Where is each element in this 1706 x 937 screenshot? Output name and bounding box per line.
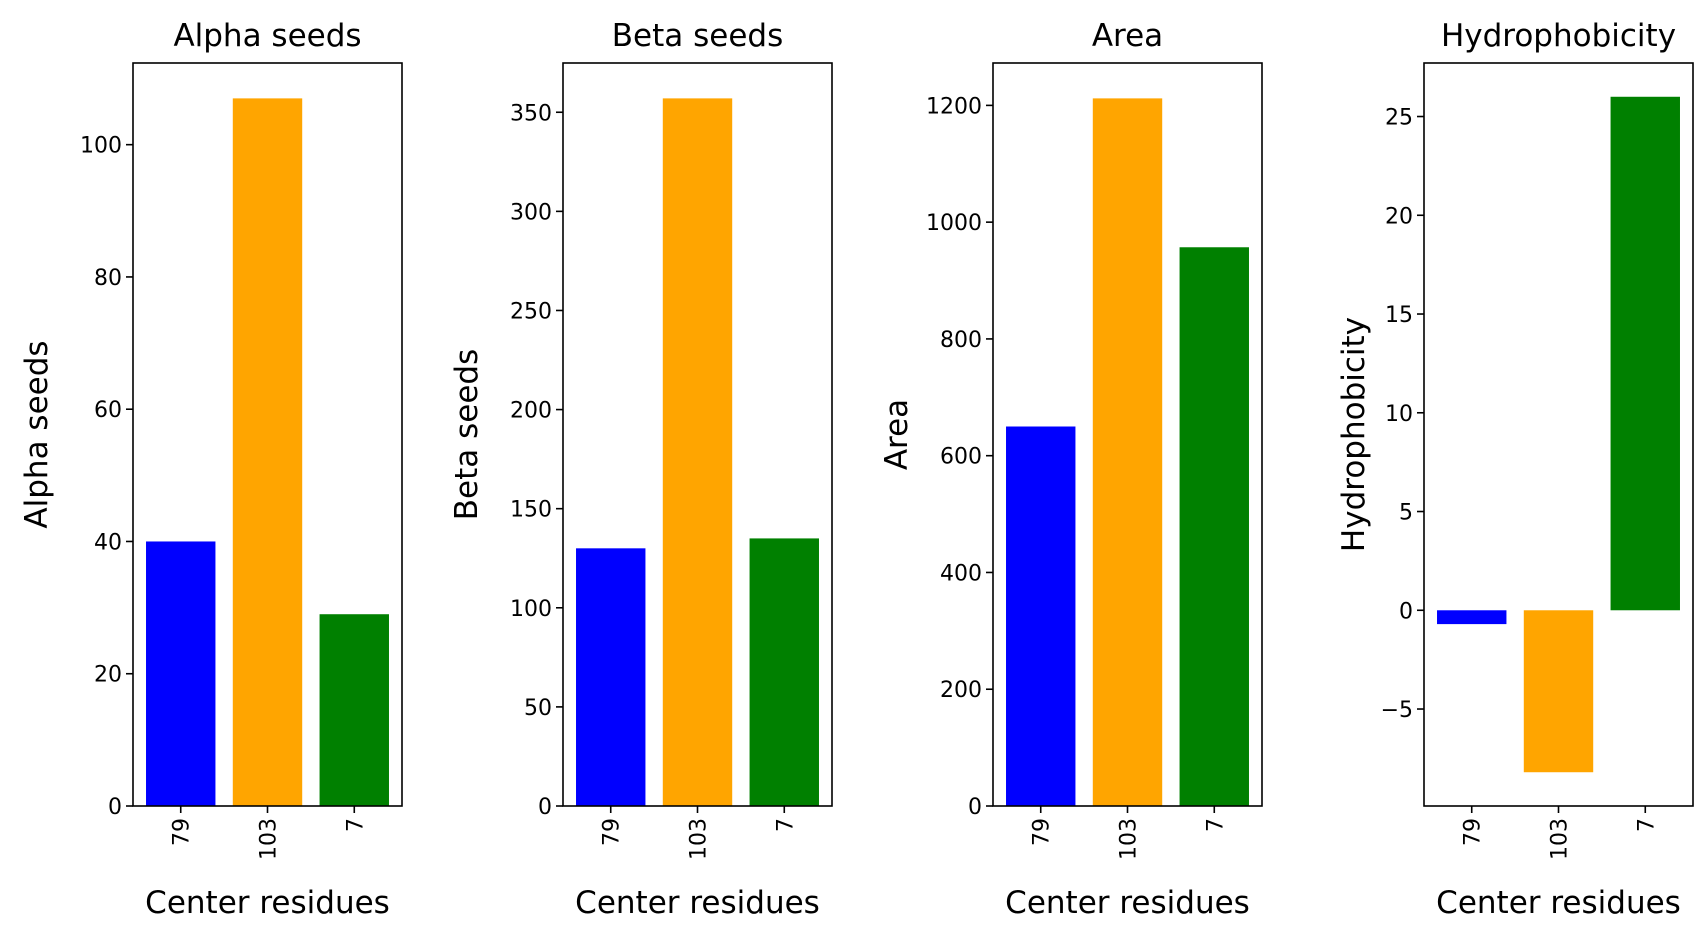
x-tick-label: 79 bbox=[170, 818, 195, 846]
bar-79 bbox=[576, 548, 646, 806]
bar-103 bbox=[1523, 610, 1594, 773]
y-tick-label: 1000 bbox=[926, 211, 982, 236]
y-tick-label: 15 bbox=[1385, 303, 1413, 328]
y-tick-label: 200 bbox=[510, 399, 552, 424]
y-tick-label: 0 bbox=[1399, 599, 1413, 624]
x-tick-label: 7 bbox=[1203, 818, 1228, 832]
bar-103 bbox=[1092, 98, 1163, 806]
bar-7 bbox=[1179, 247, 1249, 806]
y-tick-label: 600 bbox=[940, 445, 982, 470]
y-tick-label: 5 bbox=[1399, 501, 1413, 526]
bar-79 bbox=[1437, 610, 1507, 625]
y-tick-label: 0 bbox=[968, 795, 982, 820]
y-tick-label: 0 bbox=[108, 795, 122, 820]
y-axis-label: Area bbox=[879, 399, 915, 470]
y-tick-label: 400 bbox=[940, 561, 982, 586]
chart-title: Area bbox=[1092, 18, 1163, 54]
x-tick-label: 79 bbox=[1030, 818, 1055, 846]
x-tick-label: 79 bbox=[1461, 818, 1486, 846]
y-tick-label: 250 bbox=[510, 299, 552, 324]
chart-title: Beta seeds bbox=[612, 18, 783, 54]
bar-7 bbox=[749, 538, 819, 806]
y-tick-label: 1200 bbox=[926, 94, 982, 119]
x-tick-label: 7 bbox=[773, 818, 798, 832]
y-tick-label: 0 bbox=[538, 795, 552, 820]
x-axis-label: Center residues bbox=[145, 885, 390, 921]
y-tick-label: 350 bbox=[510, 101, 552, 126]
x-tick-label: 103 bbox=[687, 818, 712, 860]
y-tick-label: 300 bbox=[510, 200, 552, 225]
x-tick-label: 7 bbox=[343, 818, 368, 832]
bar-7 bbox=[319, 614, 389, 806]
chart-title: Hydrophobicity bbox=[1441, 18, 1676, 54]
bar-103 bbox=[232, 98, 303, 806]
x-axis-label: Center residues bbox=[1436, 885, 1681, 921]
y-tick-label: 40 bbox=[94, 530, 122, 555]
y-tick-label: 100 bbox=[80, 134, 122, 159]
y-tick-label: 10 bbox=[1385, 402, 1413, 427]
x-tick-label: 79 bbox=[600, 818, 625, 846]
y-tick-label: 20 bbox=[1385, 204, 1413, 229]
x-tick-label: 103 bbox=[257, 818, 282, 860]
y-tick-label: 50 bbox=[524, 696, 552, 721]
y-tick-label: 20 bbox=[94, 663, 122, 688]
bar-7 bbox=[1610, 96, 1680, 611]
y-tick-label: 800 bbox=[940, 328, 982, 353]
y-tick-label: 80 bbox=[94, 266, 122, 291]
y-axis-label: Alpha seeds bbox=[19, 340, 55, 528]
x-tick-label: 7 bbox=[1634, 818, 1659, 832]
bar-79 bbox=[1006, 426, 1076, 806]
y-tick-label: 60 bbox=[94, 398, 122, 423]
y-tick-label: 200 bbox=[940, 678, 982, 703]
x-tick-label: 103 bbox=[1548, 818, 1573, 860]
y-axis-label: Beta seeds bbox=[449, 349, 485, 520]
y-tick-label: 25 bbox=[1385, 106, 1413, 131]
chart-title: Alpha seeds bbox=[173, 18, 361, 54]
y-tick-label: 150 bbox=[510, 498, 552, 523]
x-tick-label: 103 bbox=[1117, 818, 1142, 860]
bar-79 bbox=[146, 541, 216, 806]
y-tick-label: −5 bbox=[1381, 698, 1413, 723]
y-axis-label: Hydrophobicity bbox=[1336, 317, 1372, 552]
y-tick-label: 100 bbox=[510, 597, 552, 622]
x-axis-label: Center residues bbox=[575, 885, 820, 921]
bar-103 bbox=[662, 98, 733, 806]
x-axis-label: Center residues bbox=[1005, 885, 1250, 921]
